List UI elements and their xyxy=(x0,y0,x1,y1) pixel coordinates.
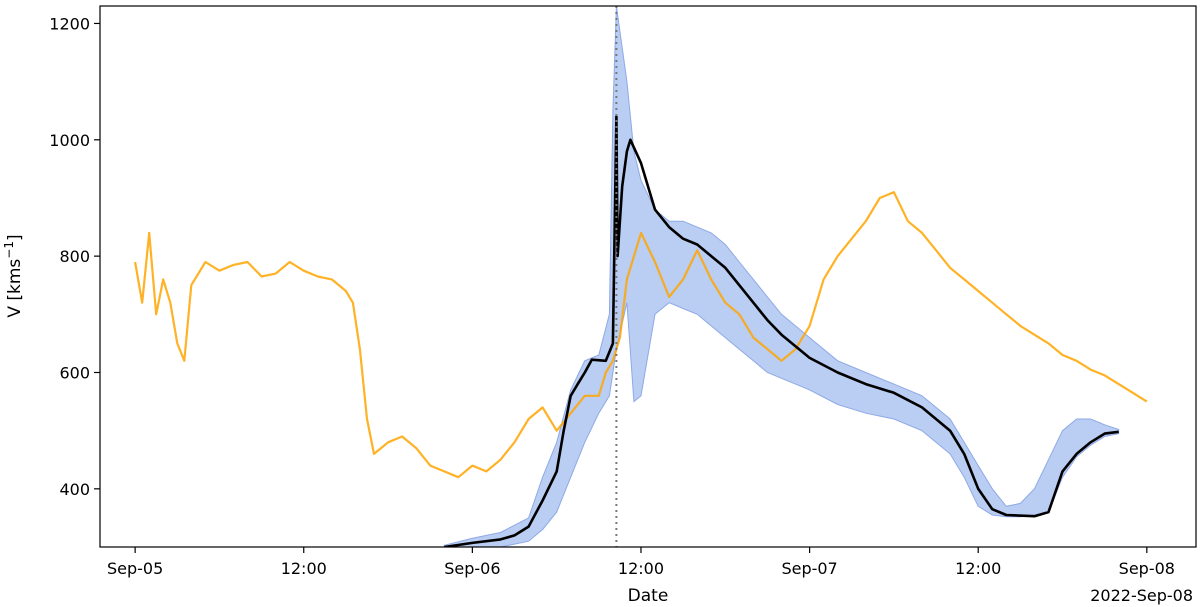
x-tick-label: 12:00 xyxy=(955,559,1001,578)
y-axis-ticks: 400 600 800 1000 1200 xyxy=(49,14,100,499)
plot-frame xyxy=(99,5,1197,548)
y-axis-label-close: ] xyxy=(5,234,25,241)
model-speed-line xyxy=(444,115,1119,547)
x-tick-label: 12:00 xyxy=(281,559,327,578)
y-tick-label: 800 xyxy=(59,247,90,266)
x-tick-label: Sep-08 xyxy=(1119,559,1175,578)
x-tick-label: Sep-05 xyxy=(107,559,163,578)
observed-speed-line xyxy=(134,191,1148,479)
observed-series-layer xyxy=(134,191,1148,479)
y-tick-label: 1000 xyxy=(49,131,90,150)
x-axis-label: Date xyxy=(628,586,669,606)
x-offset-label: 2022-Sep-08 xyxy=(1090,586,1193,605)
x-tick-label: 12:00 xyxy=(618,559,664,578)
y-axis-label-base: V [kms xyxy=(5,259,25,318)
model-series-layer xyxy=(444,115,1119,547)
y-axis-label-exponent: −1 xyxy=(2,241,16,259)
y-axis-label: V [kms−1] xyxy=(2,234,25,317)
x-axis-ticks: Sep-05 12:00 Sep-06 12:00 Sep-07 12:00 Sep-08 xyxy=(107,547,1175,578)
y-tick-label: 400 xyxy=(59,480,90,499)
uncertainty-band xyxy=(443,6,1120,547)
x-tick-label: Sep-06 xyxy=(444,559,500,578)
y-tick-label: 600 xyxy=(59,363,90,382)
x-tick-label: Sep-07 xyxy=(781,559,837,578)
uncertainty-band-layer xyxy=(443,6,1120,547)
y-tick-label: 1200 xyxy=(49,14,90,33)
